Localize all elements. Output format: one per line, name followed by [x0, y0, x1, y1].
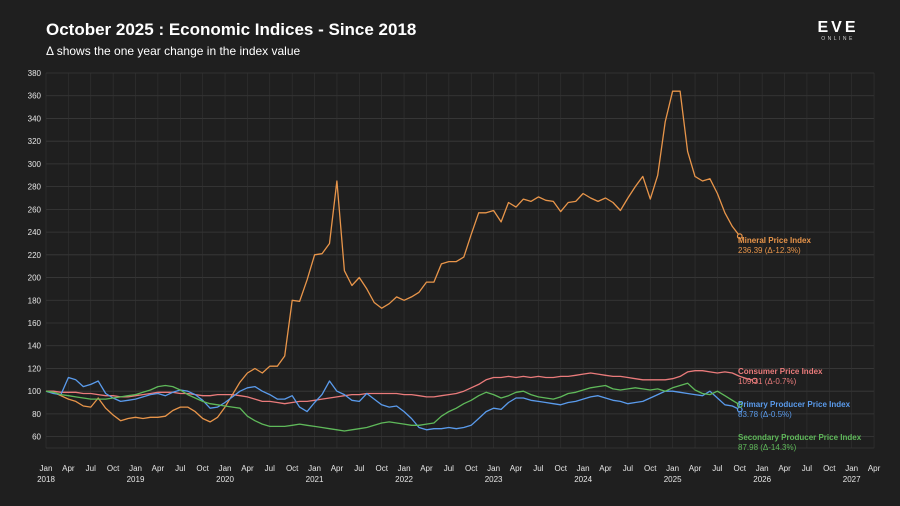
chart-title: October 2025 : Economic Indices - Since … — [46, 20, 417, 39]
series-line-2 — [45, 376, 741, 431]
x-tick-label: Oct — [555, 464, 568, 473]
x-tick-label: Jan — [756, 464, 769, 473]
x-tick-label: Jan — [845, 464, 858, 473]
x-tick-label: Jan — [40, 464, 53, 473]
x-tick-label: Apr — [778, 464, 791, 473]
series-end-label-value-0: 236.39 (Δ-12.3%) — [738, 246, 801, 255]
series-end-label-value-3: 87.98 (Δ-14.3%) — [738, 443, 797, 452]
series-end-marker-1 — [751, 377, 758, 384]
x-tick-label: Oct — [286, 464, 299, 473]
x-tick-label: Apr — [62, 464, 75, 473]
x-tick-label: Apr — [689, 464, 702, 473]
x-year-label: 2027 — [843, 475, 861, 484]
y-tick-label: 360 — [28, 92, 42, 101]
x-tick-label: Jan — [577, 464, 590, 473]
logo-subtitle: ONLINE — [821, 36, 855, 42]
series-line-3 — [45, 382, 741, 432]
x-tick-label: Jul — [802, 464, 812, 473]
x-tick-label: Jan — [487, 464, 500, 473]
x-tick-label: Apr — [599, 464, 612, 473]
x-tick-label: Jul — [86, 464, 96, 473]
chart-subtitle: Δ shows the one year change in the index… — [46, 44, 301, 58]
y-tick-label: 80 — [32, 410, 41, 419]
x-tick-label: Oct — [644, 464, 657, 473]
x-tick-label: Oct — [107, 464, 120, 473]
y-tick-label: 220 — [28, 251, 42, 260]
x-tick-label: Apr — [420, 464, 433, 473]
y-tick-label: 320 — [28, 137, 42, 146]
x-tick-label: Oct — [196, 464, 209, 473]
y-tick-label: 240 — [28, 228, 42, 237]
x-year-label: 2022 — [395, 475, 413, 484]
x-tick-label: Jul — [354, 464, 364, 473]
x-tick-label: Apr — [868, 464, 881, 473]
x-tick-label: Jan — [666, 464, 679, 473]
x-tick-label: Jul — [265, 464, 275, 473]
x-tick-label: Jul — [623, 464, 633, 473]
eve-online-logo: EVE ONLINE — [806, 19, 870, 43]
x-tick-label: Apr — [241, 464, 254, 473]
y-tick-label: 180 — [28, 296, 42, 305]
x-tick-label: Jan — [308, 464, 321, 473]
y-tick-label: 100 — [28, 387, 42, 396]
series-end-label-name-1: Consumer Price Index — [738, 367, 823, 376]
x-year-label: 2019 — [127, 475, 145, 484]
y-tick-label: 260 — [28, 205, 42, 214]
x-tick-label: Jan — [398, 464, 411, 473]
x-tick-label: Jan — [129, 464, 142, 473]
x-tick-label: Oct — [375, 464, 388, 473]
series-end-label-name-2: Primary Producer Price Index — [738, 400, 851, 409]
y-tick-label: 300 — [28, 160, 42, 169]
x-tick-label: Apr — [152, 464, 165, 473]
x-tick-label: Jan — [219, 464, 232, 473]
y-tick-label: 60 — [32, 433, 41, 442]
series-line-1 — [46, 370, 755, 405]
x-year-label: 2024 — [574, 475, 592, 484]
series-end-marker-0 — [736, 233, 743, 240]
x-year-label: 2021 — [306, 475, 324, 484]
x-year-label: 2020 — [216, 475, 234, 484]
y-tick-label: 140 — [28, 342, 42, 351]
x-tick-label: Jul — [175, 464, 185, 473]
y-tick-label: 280 — [28, 183, 42, 192]
y-tick-label: 200 — [28, 274, 42, 283]
logo-mark: EVE — [817, 19, 859, 36]
x-year-label: 2023 — [485, 475, 503, 484]
x-tick-label: Apr — [331, 464, 344, 473]
x-tick-label: Jul — [712, 464, 722, 473]
x-year-label: 2026 — [753, 475, 771, 484]
x-year-label: 2018 — [37, 475, 55, 484]
series-line-0 — [45, 90, 741, 423]
x-tick-label: Jul — [533, 464, 543, 473]
y-tick-label: 380 — [28, 69, 42, 78]
x-tick-label: Jul — [444, 464, 454, 473]
x-tick-label: Oct — [465, 464, 478, 473]
y-tick-label: 120 — [28, 364, 42, 373]
x-tick-label: Apr — [510, 464, 523, 473]
x-tick-label: Oct — [734, 464, 747, 473]
x-tick-label: Oct — [823, 464, 836, 473]
series-end-label-name-0: Mineral Price Index — [738, 236, 811, 245]
x-year-label: 2025 — [664, 475, 682, 484]
y-tick-label: 340 — [28, 114, 42, 123]
y-tick-label: 160 — [28, 319, 42, 328]
series-end-marker-3 — [736, 401, 743, 408]
series-end-label-value-2: 83.78 (Δ-0.5%) — [738, 410, 792, 419]
series-end-label-name-3: Secondary Producer Price Index — [738, 433, 862, 442]
series-end-label-value-1: 109.31 (Δ-0.7%) — [738, 377, 797, 386]
